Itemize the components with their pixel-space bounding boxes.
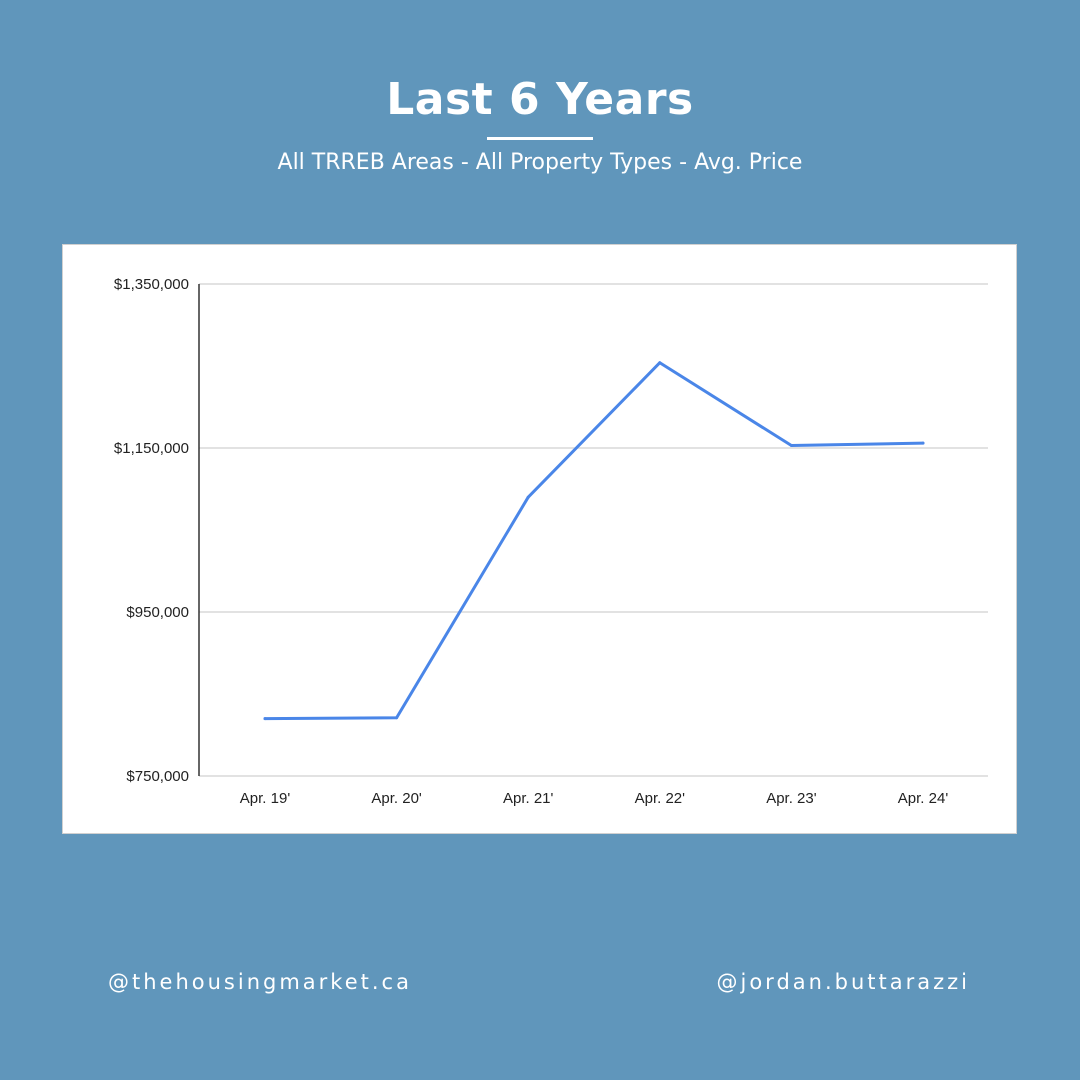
data-point	[526, 495, 530, 499]
title-underline	[487, 137, 593, 140]
x-tick-label: Apr. 19'	[240, 790, 291, 807]
y-tick-label: $950,000	[126, 604, 189, 621]
data-point	[789, 444, 793, 448]
page-title: Last 6 Years	[386, 74, 694, 125]
y-tick-label: $1,350,000	[114, 276, 189, 293]
series-line	[263, 361, 925, 721]
data-point	[658, 361, 662, 365]
x-tick-label: Apr. 20'	[371, 790, 422, 807]
x-tick-label: Apr. 21'	[503, 790, 554, 807]
page-subtitle: All TRREB Areas - All Property Types - A…	[277, 150, 803, 175]
series-layer	[263, 361, 925, 721]
y-tick-label: $750,000	[126, 768, 189, 785]
footer-handle-right[interactable]: @jordan.buttarazzi	[716, 970, 970, 994]
grid-layer	[199, 283, 988, 777]
line-chart: $750,000 $950,000 $1,150,000 $1,350,000 Apr.…	[114, 276, 988, 807]
data-point	[395, 716, 399, 720]
label-layer: $750,000 $950,000 $1,150,000 $1,350,000 Apr.…	[114, 276, 948, 807]
x-tick-label: Apr. 22'	[635, 790, 686, 807]
x-tick-label: Apr. 23'	[766, 790, 817, 807]
footer-handle-left[interactable]: @thehousingmarket.ca	[108, 970, 412, 994]
data-point	[921, 441, 925, 445]
x-tick-label: Apr. 24'	[898, 790, 949, 807]
y-tick-label: $1,150,000	[114, 440, 189, 457]
chart-card: $750,000 $950,000 $1,150,000 $1,350,000 Apr.…	[62, 244, 1017, 834]
data-point	[263, 717, 267, 721]
